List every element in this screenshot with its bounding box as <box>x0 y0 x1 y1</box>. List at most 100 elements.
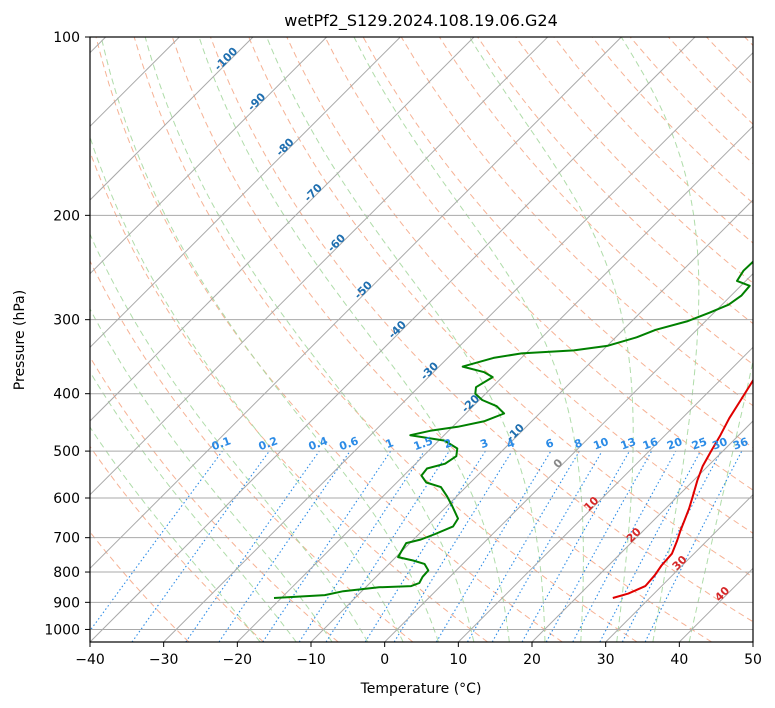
x-tick-label: 20 <box>523 652 541 668</box>
moist-adiabat <box>469 37 634 642</box>
isotherm-line <box>90 37 696 642</box>
moist-adiabat <box>144 37 475 642</box>
mixing-ratio-line <box>298 450 425 642</box>
mixing-ratio-line <box>393 450 513 642</box>
isotherm-label: -20 <box>459 392 482 415</box>
moist-adiabat <box>100 37 439 642</box>
annotation-labels: -100-90-80-70-60-50-40-30-20-100.1 0.2 0.4… <box>210 44 750 604</box>
isotherm-line <box>236 125 753 642</box>
isotherm-line <box>90 37 328 275</box>
data-series <box>273 260 753 599</box>
isotherm-line <box>90 37 401 349</box>
y-tick-label: 200 <box>53 208 80 224</box>
isotherm-label: -80 <box>273 135 296 158</box>
mixing-ratio-label: 3 <box>478 436 490 451</box>
isotherm-label: -30 <box>418 359 441 382</box>
dry-adiabat <box>591 37 753 204</box>
mixing-ratio-label: 2 <box>442 436 454 451</box>
isotherm-line <box>90 37 549 496</box>
dry-adiabat <box>90 356 339 642</box>
isotherm-label: -90 <box>245 90 268 113</box>
temperature-line <box>612 378 753 599</box>
mixing-ratio-label: 16 <box>641 435 660 453</box>
mixing-ratio-label: 25 <box>690 435 709 452</box>
mixing-ratio-label: 8 <box>572 436 584 451</box>
x-tick-label: −40 <box>75 652 105 668</box>
moist-adiabat <box>198 37 510 642</box>
mixing-ratio-line <box>521 450 630 642</box>
mixing-ratio-label: 30 <box>710 435 729 453</box>
mixing-ratio-label: 0.4 <box>307 434 330 453</box>
isotherm-line <box>90 37 622 570</box>
isotherm-label: -60 <box>325 231 348 254</box>
mixing-ratio-label: 0.2 <box>257 434 280 453</box>
y-tick-label: 600 <box>53 491 80 507</box>
moist-adiabat <box>90 135 404 642</box>
dry-adiabat <box>90 150 488 642</box>
isotherm-line <box>678 567 753 642</box>
isotherm-line <box>752 641 753 642</box>
warm-isotherm-label: 20 <box>624 525 644 545</box>
dry-adiabat <box>248 37 753 578</box>
mixing-ratio-line <box>599 450 701 642</box>
x-axis: −40 −30 −20 −10 0 10 20 30 40 50 <box>75 642 762 668</box>
chart-title: wetPf2_S129.2024.108.19.06.G24 <box>284 11 558 31</box>
x-tick-label: 50 <box>744 652 762 668</box>
dry-adiabat <box>133 37 638 642</box>
moist-adiabat <box>620 37 700 642</box>
isotherm-label: -70 <box>302 181 325 204</box>
dry-adiabat <box>553 37 753 244</box>
x-tick-label: −20 <box>223 652 253 668</box>
mixing-ratio-line <box>262 450 392 642</box>
moist-adiabat <box>90 232 369 642</box>
dry-adiabat <box>286 37 753 534</box>
grid-lines <box>90 37 753 642</box>
mixing-ratio-label: 4 <box>505 436 517 451</box>
mixing-ratio-line <box>325 450 450 642</box>
mixing-ratio-line <box>545 450 653 642</box>
moist-adiabat <box>353 37 584 642</box>
mixing-ratio-label: 6 <box>544 436 556 451</box>
x-tick-label: 30 <box>597 652 615 668</box>
mixing-ratio-line <box>218 450 351 642</box>
mixing-ratio-label: 10 <box>592 435 611 453</box>
y-tick-label: 700 <box>53 531 80 547</box>
mixing-ratio-line <box>185 450 320 642</box>
reference-lines <box>90 37 753 642</box>
mixing-ratio-label: 1.5 <box>412 434 435 453</box>
y-tick-label: 400 <box>53 387 80 403</box>
x-tick-label: −30 <box>149 652 179 668</box>
x-tick-label: 0 <box>380 652 389 668</box>
y-tick-label: 900 <box>53 595 80 611</box>
dry-adiabat <box>668 37 753 125</box>
x-axis-label: Temperature (°C) <box>360 681 482 697</box>
isotherm-line <box>310 199 753 642</box>
mixing-ratio-label: 13 <box>619 435 638 452</box>
mixing-ratio-label: 0.1 <box>210 434 233 453</box>
isotherm-label: -50 <box>352 278 375 301</box>
isotherm-line <box>457 346 753 642</box>
mixing-ratio-line <box>131 450 270 642</box>
isotherm-line <box>531 420 753 642</box>
moist-adiabat <box>90 308 333 642</box>
mixing-ratio-label: 20 <box>665 435 684 453</box>
y-tick-label: 800 <box>53 565 80 581</box>
dry-adiabat <box>515 37 753 284</box>
y-tick-label: 1000 <box>44 622 80 638</box>
dry-adiabat <box>744 37 753 47</box>
isotherm-line <box>384 272 753 642</box>
y-axis: 100 200 300 400 500 600 700 800 900 1000 <box>44 30 90 638</box>
mixing-ratio-line <box>435 450 552 642</box>
isotherm-line <box>90 37 254 201</box>
mixing-ratio-line <box>572 450 677 642</box>
warm-isotherm-label: 40 <box>712 584 732 604</box>
isotherm-label: -40 <box>386 318 409 341</box>
dry-adiabat <box>210 37 753 623</box>
isotherm-line <box>90 37 475 422</box>
dry-adiabat <box>706 37 753 86</box>
moist-adiabat <box>90 370 297 642</box>
y-tick-label: 100 <box>53 30 80 46</box>
x-tick-label: 40 <box>670 652 688 668</box>
dry-adiabat <box>90 445 264 642</box>
